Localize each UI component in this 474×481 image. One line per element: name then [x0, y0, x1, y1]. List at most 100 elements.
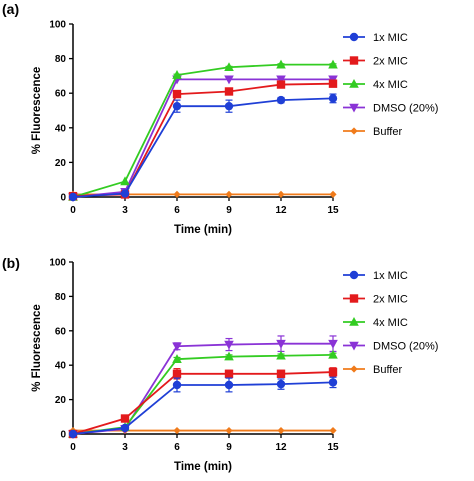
legend-item: DMSO (20%)	[343, 103, 438, 115]
y-tick-label: 60	[55, 89, 67, 100]
legend-item: 2x MIC	[343, 294, 408, 306]
data-point	[225, 426, 233, 435]
legend-label: Buffer	[373, 364, 402, 376]
y-tick-label: 0	[60, 430, 66, 441]
data-point	[277, 190, 285, 199]
data-point	[224, 369, 234, 378]
data-point	[328, 339, 338, 349]
series-line	[72, 63, 333, 198]
series-4x-mic	[68, 59, 338, 201]
x-tick-label: 6	[174, 205, 180, 216]
data-point	[276, 350, 286, 360]
data-point	[172, 101, 182, 111]
data-point	[328, 59, 338, 69]
data-point	[276, 95, 286, 105]
x-tick-label: 9	[226, 205, 232, 216]
data-point	[173, 426, 181, 435]
data-point	[120, 423, 130, 433]
legend-item: 4x MIC	[343, 317, 408, 329]
legend-marker	[349, 56, 359, 65]
x-tick-label: 0	[70, 205, 76, 216]
data-point	[172, 354, 182, 363]
data-point	[276, 369, 286, 378]
y-tick-label: 20	[55, 395, 67, 406]
legend-marker	[349, 294, 359, 303]
data-point	[224, 75, 234, 85]
legend-marker	[349, 317, 359, 326]
data-point	[225, 190, 233, 199]
legend-marker	[349, 79, 359, 88]
chart-panel-a: (a) 0 20 40 60 80 100 0 3 6 9 12 15 Time (min) % Fluor…	[2, 1, 438, 236]
legend-item: 1x MIC	[343, 270, 408, 282]
x-tick-label: 15	[327, 442, 339, 453]
data-point	[328, 367, 338, 377]
legend-label: DMSO (20%)	[373, 341, 438, 353]
legend-marker	[350, 127, 358, 135]
data-point	[276, 75, 286, 85]
series-dmso-20	[68, 75, 338, 202]
data-point	[68, 429, 78, 439]
data-point	[224, 101, 234, 111]
data-point	[68, 192, 78, 202]
legend-label: DMSO (20%)	[373, 103, 438, 115]
data-point	[276, 379, 286, 389]
series-1x-mic	[68, 93, 338, 202]
x-tick-label: 6	[174, 442, 180, 453]
series-line	[72, 371, 334, 435]
data-point	[172, 342, 182, 352]
x-tick-label: 3	[122, 205, 128, 216]
data-point	[277, 426, 285, 435]
x-tick-label: 12	[275, 442, 287, 453]
legend: 1x MIC 2x MIC 4x MIC DMSO (20%) Buffer	[343, 32, 438, 138]
data-point	[224, 380, 234, 390]
y-tick-label: 0	[60, 193, 66, 204]
x-tick-label: 9	[226, 442, 232, 453]
panel-label: (b)	[2, 255, 20, 271]
data-point	[172, 369, 182, 378]
y-tick-label: 40	[55, 361, 67, 372]
legend-label: 2x MIC	[373, 294, 408, 306]
y-tick-label: 80	[55, 54, 67, 65]
legend-label: 4x MIC	[373, 317, 408, 329]
series-2x-mic	[68, 367, 338, 439]
data-point	[172, 380, 182, 390]
x-tick-label: 0	[70, 442, 76, 453]
data-point	[328, 94, 338, 103]
series-line	[72, 97, 334, 198]
legend-item: Buffer	[343, 126, 402, 138]
x-axis-title: Time (min)	[174, 224, 232, 236]
data-point	[120, 176, 130, 186]
legend-item: 4x MIC	[343, 79, 408, 91]
data-point	[328, 349, 338, 359]
y-tick-label: 20	[55, 158, 67, 169]
legend-label: 1x MIC	[373, 32, 408, 44]
data-point	[276, 339, 286, 349]
data-point	[224, 351, 234, 361]
legend-item: 2x MIC	[343, 56, 408, 68]
legend-label: Buffer	[373, 126, 402, 138]
series-4x-mic	[68, 349, 338, 438]
legend-marker	[349, 270, 359, 280]
data-point	[276, 80, 286, 89]
x-tick-label: 15	[327, 205, 339, 216]
data-point	[172, 89, 182, 99]
data-point	[328, 79, 338, 88]
legend-marker	[350, 365, 358, 373]
legend-marker	[349, 103, 359, 113]
legend-item: Buffer	[343, 364, 402, 376]
series-2x-mic	[68, 79, 338, 201]
legend-label: 2x MIC	[373, 56, 408, 68]
y-tick-label: 100	[49, 20, 66, 31]
data-point	[224, 340, 234, 350]
data-point	[328, 378, 338, 387]
data-point	[224, 62, 234, 72]
data-point	[224, 87, 234, 96]
legend-item: 1x MIC	[343, 32, 408, 44]
data-point	[120, 414, 130, 423]
x-tick-label: 12	[275, 205, 287, 216]
legend-marker	[349, 32, 359, 42]
data-point	[329, 190, 337, 199]
data-point	[173, 190, 181, 199]
legend-item: DMSO (20%)	[343, 341, 438, 353]
